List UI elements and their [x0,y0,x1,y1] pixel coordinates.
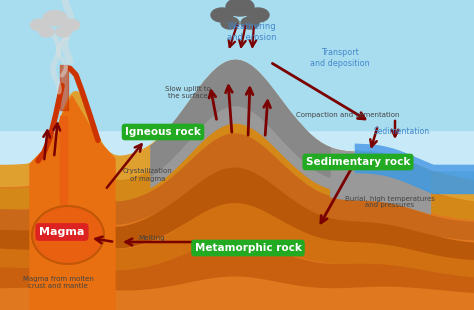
Ellipse shape [221,17,239,29]
Polygon shape [60,116,67,240]
Polygon shape [30,96,115,310]
Text: Magma: Magma [39,227,85,237]
Ellipse shape [241,17,259,29]
Ellipse shape [39,27,54,37]
Ellipse shape [43,11,67,26]
Text: Metamorphic rock: Metamorphic rock [194,243,301,253]
Text: Sedimentation: Sedimentation [374,127,430,136]
Text: Burial, high temperatures
and pressures: Burial, high temperatures and pressures [345,196,435,209]
Text: Weathering
and erosion: Weathering and erosion [227,22,277,42]
Ellipse shape [61,19,80,31]
Text: Sedimentary rock: Sedimentary rock [306,157,410,167]
Ellipse shape [30,19,49,31]
Text: Compaction and cementation: Compaction and cementation [296,112,400,118]
Text: Slow uplift to
the surface: Slow uplift to the surface [165,86,211,99]
Text: Magma from molten
crust and mantle: Magma from molten crust and mantle [23,276,93,289]
Text: Crystallization
of magma: Crystallization of magma [123,169,173,181]
Ellipse shape [226,0,254,16]
Ellipse shape [247,8,269,22]
Ellipse shape [32,206,104,264]
Ellipse shape [211,8,233,22]
Ellipse shape [56,27,71,37]
Text: Igneous rock: Igneous rock [125,127,201,137]
Text: Transport
and deposition: Transport and deposition [310,48,370,68]
Text: Melting: Melting [138,235,165,241]
